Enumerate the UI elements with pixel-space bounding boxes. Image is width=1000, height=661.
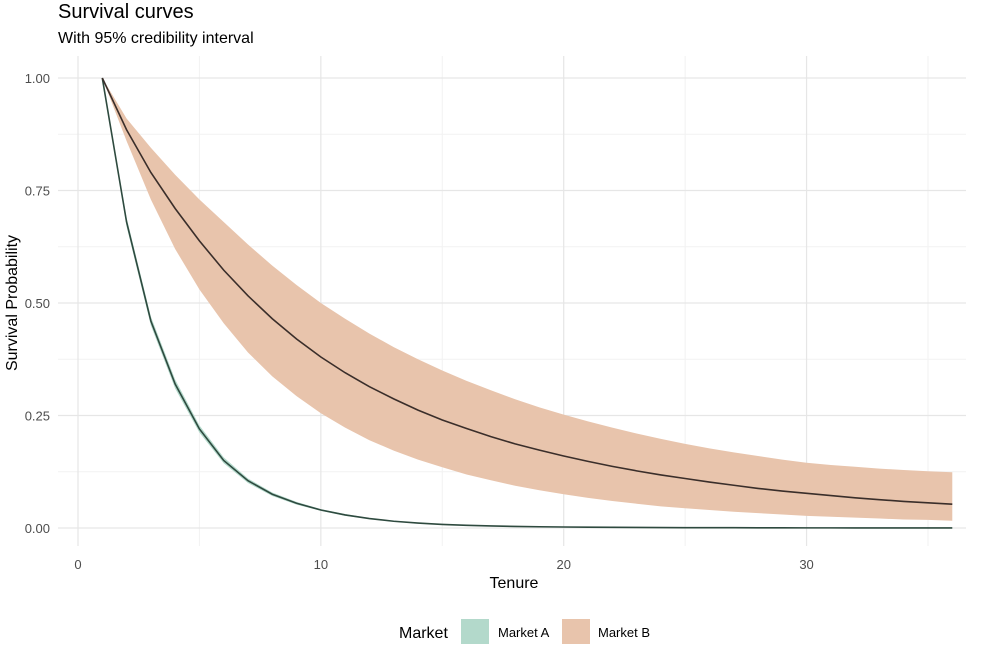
x-tick-label: 20: [556, 557, 570, 572]
legend-key-market-b: [562, 619, 590, 644]
market-b-survival-line: [101, 77, 953, 505]
x-tick-label: 10: [314, 557, 328, 572]
legend-label-market-a: Market A: [498, 625, 550, 640]
y-tick-label: 0.50: [25, 296, 50, 311]
survival-lines: [101, 77, 953, 529]
x-tick-label: 30: [799, 557, 813, 572]
market-b-credibility-band: [102, 78, 953, 521]
chart-title: Survival curves: [58, 1, 194, 23]
y-tick-label: 0.25: [25, 409, 50, 424]
x-tick-label: 0: [74, 557, 81, 572]
y-tick-label: 1.00: [25, 71, 50, 86]
legend-label-market-b: Market B: [598, 625, 650, 640]
legend-key-market-a: [461, 619, 489, 644]
credibility-bands: [102, 78, 953, 528]
chart-subtitle: With 95% credibility interval: [58, 30, 254, 47]
legend-title: Market: [399, 625, 448, 642]
y-axis-label: Survival Probability: [4, 235, 21, 371]
legend: Market Market A Market B: [399, 619, 650, 644]
y-tick-label: 0.75: [25, 184, 50, 199]
y-tick-label: 0.00: [25, 521, 50, 536]
x-axis-label: Tenure: [490, 575, 539, 592]
market-a-survival-line: [101, 77, 953, 529]
x-tick-labels: 0 10 20 30: [74, 557, 813, 572]
y-tick-labels: 0.00 0.25 0.50 0.75 1.00: [25, 71, 50, 536]
